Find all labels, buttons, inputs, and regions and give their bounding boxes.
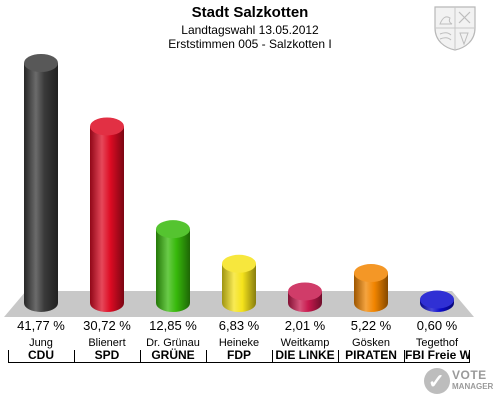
logo-text-line1: VOTE — [452, 368, 487, 382]
value-label: 6,83 % — [218, 318, 260, 333]
value-label: 5,22 % — [350, 318, 392, 333]
bar-top-gr-ne — [156, 220, 190, 239]
vote-manager-check-icon: ✓ — [424, 368, 450, 394]
logo-text-line2: MANAGER — [452, 382, 494, 391]
bar-top-piraten — [354, 264, 388, 283]
category-separator — [74, 350, 75, 363]
category-axis-line — [8, 362, 470, 363]
candidate-name: Weitkamp — [280, 337, 330, 349]
category-separator — [140, 350, 141, 363]
party-label: SPD — [94, 348, 120, 362]
value-label: 12,85 % — [149, 318, 197, 333]
party-label: CDU — [28, 348, 54, 362]
category-separator — [338, 350, 339, 363]
bar-top-die-linke — [288, 282, 322, 301]
party-label: PIRATEN — [345, 348, 397, 362]
candidate-name: Blienert — [88, 337, 126, 349]
bar-top-cdu — [24, 54, 58, 72]
category-separator — [404, 350, 405, 363]
coat-of-arms-icon — [434, 6, 476, 51]
bar-top-fdp — [222, 254, 256, 273]
value-label: 0,60 % — [416, 318, 458, 333]
bar-gr-ne — [156, 229, 190, 312]
category-separator — [206, 350, 207, 363]
category-separator — [469, 350, 470, 363]
category-separator — [272, 350, 273, 363]
party-label: DIE LINKE — [275, 348, 335, 362]
value-label: 41,77 % — [17, 318, 65, 333]
category-separator — [8, 350, 9, 363]
party-label: FDP — [227, 348, 251, 362]
bar-piraten — [354, 273, 388, 312]
bar-spd — [90, 126, 124, 313]
bar-fdp — [222, 263, 256, 312]
candidate-name: Dr. Grünau — [146, 337, 200, 349]
chart-title: Stadt Salzkotten — [191, 4, 309, 21]
chart-subtitle: Landtagswahl 13.05.2012 — [181, 23, 319, 37]
vote-manager-logo: ✓ VOTE MANAGER — [424, 366, 498, 398]
bar-top-fbi-freie-w-hler — [420, 290, 454, 309]
party-label: GRÜNE — [151, 348, 195, 362]
party-label: FBI Freie Wähler — [405, 348, 469, 362]
chart-subtitle-detail: Erststimmen 005 - Salzkotten I — [168, 37, 332, 51]
candidate-name: Tegethof — [415, 337, 459, 349]
value-label: 2,01 % — [284, 318, 326, 333]
bar-top-spd — [90, 117, 124, 136]
candidate-name: Heineke — [218, 337, 260, 349]
value-label: 30,72 % — [83, 318, 131, 333]
candidate-name: Jung — [29, 337, 53, 349]
bar-cdu — [24, 63, 58, 312]
candidate-name: Gösken — [352, 337, 390, 349]
